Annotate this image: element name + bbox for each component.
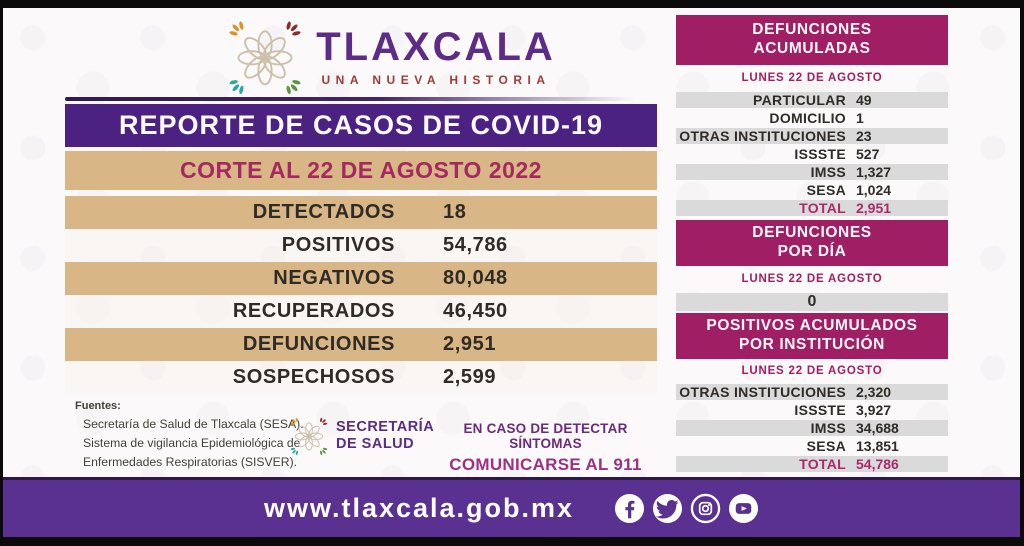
- sidebar-row: OTRAS INSTITUCIONES 2,320: [676, 384, 948, 400]
- sidebar-row: OTRAS INSTITUCIONES 23: [676, 128, 948, 144]
- section-title-line1: DEFUNCIONES: [752, 21, 872, 39]
- section-date: LUNES 22 DE AGOSTO: [741, 365, 883, 377]
- section-date: LUNES 22 DE AGOSTO: [741, 72, 883, 84]
- row-value: 46,450: [443, 300, 508, 322]
- secretaria-salud-logo: SECRETARÍA DE SALUD: [289, 416, 434, 456]
- row-value: 2,599: [443, 366, 497, 388]
- instagram-icon[interactable]: [690, 493, 721, 524]
- logo-tagline: UNA NUEVA HISTORIA: [321, 73, 551, 87]
- section-positivos-acumulados: POSITIVOS ACUMULADOS POR INSTITUCIÓN LUN…: [676, 313, 948, 474]
- tlaxcala-logo: TLAXCALA UNA NUEVA HISTORIA: [95, 18, 687, 96]
- website-link[interactable]: www.tlaxcala.gob.mx: [263, 493, 575, 523]
- row-label: SOSPECHOSOS: [232, 366, 395, 388]
- sources-block: Fuentes: Secretaría de Salud de Tlaxcala…: [75, 400, 305, 474]
- secretaria-line2: DE SALUD: [336, 436, 415, 452]
- report-title: REPORTE DE CASOS DE COVID-19: [65, 104, 657, 147]
- section-header: DEFUNCIONES ACUMULADAS: [676, 15, 948, 65]
- section-title-line2: POR INSTITUCIÓN: [739, 336, 885, 353]
- sidebar-total-row: TOTAL 2,951: [676, 200, 948, 216]
- table-row: POSITIVOS 54,786: [65, 229, 657, 262]
- section-defunciones-acumuladas: DEFUNCIONES ACUMULADAS LUNES 22 DE AGOST…: [676, 15, 948, 218]
- section-header: POSITIVOS ACUMULADOS POR INSTITUCIÓN: [676, 313, 948, 359]
- report-subtitle: CORTE AL 22 DE AGOSTO 2022: [65, 151, 657, 190]
- sidebar-row: PARTICULAR 49: [676, 92, 948, 108]
- sidebar: DEFUNCIONES ACUMULADAS LUNES 22 DE AGOST…: [676, 8, 948, 477]
- row-value: 2,951: [443, 333, 497, 355]
- section-title-line1: POSITIVOS ACUMULADOS: [706, 317, 918, 335]
- youtube-icon[interactable]: [728, 493, 759, 524]
- table-row: DETECTADOS 18: [65, 196, 657, 229]
- section-title-line2: ACUMULADAS: [753, 40, 871, 57]
- table-row: RECUPERADOS 46,450: [65, 295, 657, 328]
- section-header: DEFUNCIONES POR DÍA: [676, 220, 948, 266]
- report-canvas: TLAXCALA UNA NUEVA HISTORIA REPORTE DE C…: [3, 8, 1020, 537]
- sources-heading: Fuentes:: [75, 400, 121, 412]
- row-label: RECUPERADOS: [232, 300, 395, 322]
- twitter-icon[interactable]: [652, 493, 683, 524]
- footer-bar: www.tlaxcala.gob.mx: [3, 477, 1020, 537]
- sidebar-total-row: TOTAL 54,786: [676, 456, 948, 472]
- table-row: DEFUNCIONES 2,951: [65, 328, 657, 361]
- notice-line2: COMUNICARSE AL 911: [449, 455, 642, 474]
- row-label: DETECTADOS: [252, 201, 395, 223]
- section-title-line2: POR DÍA: [777, 243, 847, 260]
- section-date: LUNES 22 DE AGOSTO: [741, 273, 883, 285]
- sidebar-row: IMSS 34,688: [676, 420, 948, 436]
- header-divider: [65, 97, 635, 101]
- logo-title: TLAXCALA: [316, 25, 556, 69]
- section-defunciones-por-dia: DEFUNCIONES POR DÍA LUNES 22 DE AGOSTO 0: [676, 220, 948, 311]
- flower-icon: [289, 416, 329, 456]
- sidebar-row: IMSS 1,327: [676, 164, 948, 180]
- sidebar-row: ISSSTE 3,927: [794, 402, 892, 418]
- sidebar-row: ISSSTE 527: [794, 146, 880, 162]
- notice-line1: EN CASO DE DETECTAR SÍNTOMAS: [463, 421, 628, 451]
- table-row: SOSPECHOSOS 2,599: [65, 361, 657, 394]
- daily-deaths-value: 0: [676, 293, 948, 311]
- row-label: DEFUNCIONES: [242, 333, 395, 355]
- section-title-line1: DEFUNCIONES: [752, 224, 872, 242]
- sidebar-row: DOMICILIO 1: [769, 110, 864, 126]
- source-line: Secretaría de Salud de Tlaxcala (SESA).: [83, 417, 304, 431]
- source-line: Sistema de vigilancia Epidemiológica de: [83, 436, 301, 450]
- row-value: 54,786: [443, 234, 508, 256]
- facebook-icon[interactable]: [614, 493, 645, 524]
- table-row: NEGATIVOS 80,048: [65, 262, 657, 295]
- row-value: 18: [443, 201, 467, 223]
- social-icons: [614, 493, 759, 524]
- sidebar-row: SESA 13,851: [806, 438, 899, 454]
- symptoms-notice: EN CASO DE DETECTAR SÍNTOMAS COMUNICARSE…: [428, 421, 663, 475]
- row-label: NEGATIVOS: [273, 267, 395, 289]
- row-label: POSITIVOS: [281, 234, 395, 256]
- flower-icon: [226, 18, 305, 96]
- case-table: DETECTADOS 18 POSITIVOS 54,786 NEGATIVOS…: [65, 196, 657, 394]
- row-value: 80,048: [443, 267, 508, 289]
- source-line: Enfermedades Respiratorias (SISVER).: [83, 455, 298, 469]
- sidebar-row: SESA 1,024: [806, 182, 892, 198]
- secretaria-line1: SECRETARÍA: [336, 419, 435, 436]
